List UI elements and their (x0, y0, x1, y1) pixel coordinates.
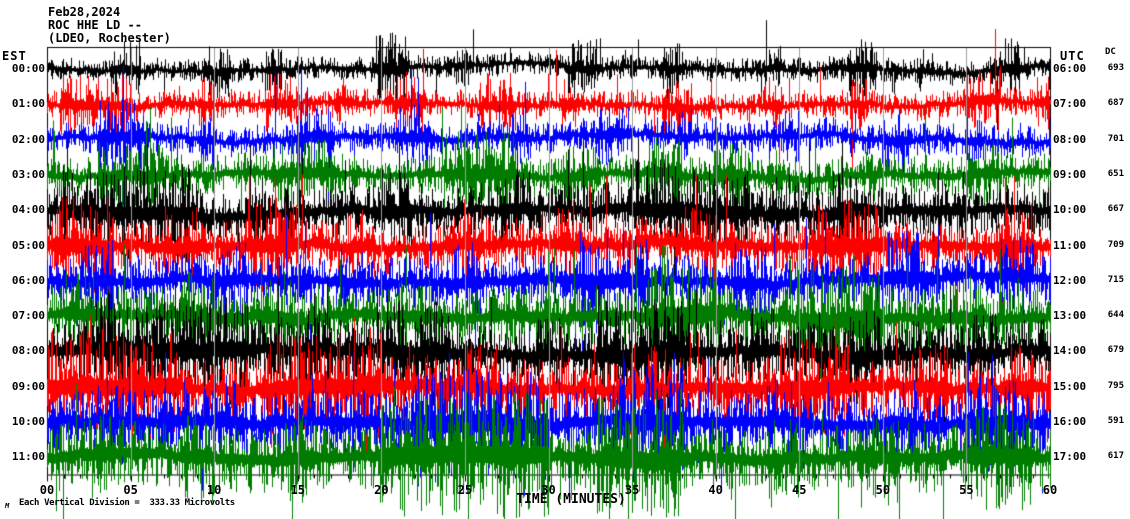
est-label: 00:00 (11, 62, 45, 75)
est-label: 10:00 (11, 415, 45, 428)
dc-value: 795 (1107, 380, 1124, 391)
est-label: 04:00 (11, 203, 45, 217)
x-tick-label: 55 (959, 483, 974, 497)
dc-value: 617 (1107, 451, 1124, 462)
utc-label: 14:00 (1053, 344, 1087, 358)
utc-label: 06:00 (1053, 62, 1087, 75)
header-station: ROC HHE LD -- (48, 18, 142, 32)
est-label: 11:00 (11, 450, 45, 464)
x-tick-label: 50 (875, 483, 891, 497)
est-label: 01:00 (11, 97, 45, 111)
est-label: 08:00 (11, 344, 45, 358)
utc-label: 16:00 (1053, 415, 1087, 428)
x-tick-label: 60 (1042, 483, 1058, 497)
watermark-glyph: M (5, 502, 10, 510)
est-label: 06:00 (11, 273, 45, 287)
dc-value: 644 (1107, 310, 1124, 321)
x-tick-label: 15 (290, 483, 305, 497)
dc-value: 591 (1107, 416, 1124, 426)
header-date: Feb28,2024 (48, 5, 121, 19)
utc-label: 08:00 (1053, 132, 1087, 146)
scale-note: Each Vertical Division = 333.33 Microvol… (19, 498, 235, 508)
utc-label: 07:00 (1053, 97, 1087, 111)
x-tick-label: 20 (374, 483, 389, 497)
utc-label: 13:00 (1053, 309, 1087, 323)
dc-value: 687 (1107, 98, 1124, 109)
x-tick-label: 30 (541, 483, 556, 497)
est-label: 02:00 (11, 132, 45, 146)
dc-value: 715 (1107, 274, 1124, 285)
x-tick-label: 25 (457, 483, 473, 497)
est-label: 05:00 (11, 238, 45, 252)
right-axis-header: UTC (1060, 49, 1085, 63)
utc-label: 09:00 (1053, 167, 1087, 181)
est-label: 09:00 (11, 379, 45, 393)
dc-value: 693 (1107, 63, 1124, 73)
est-label: 03:00 (11, 167, 45, 181)
dc-value: 709 (1107, 239, 1124, 250)
x-axis-title: TIME (MINUTES) (516, 492, 626, 507)
dc-value: 667 (1107, 204, 1124, 215)
x-tick-label: 45 (792, 483, 807, 497)
est-label: 07:00 (11, 309, 45, 323)
dc-value: 701 (1107, 133, 1124, 144)
x-tick-label: 00 (39, 483, 55, 497)
x-tick-label: 10 (206, 483, 222, 497)
utc-label: 15:00 (1053, 379, 1087, 393)
x-tick-label: 35 (624, 483, 640, 497)
utc-label: 11:00 (1053, 238, 1087, 252)
utc-label: 10:00 (1053, 203, 1087, 217)
dc-value: 679 (1107, 345, 1124, 356)
x-tick-label: 40 (708, 483, 723, 497)
header-network: (LDEO, Rochester) (48, 31, 171, 45)
utc-label: 12:00 (1053, 273, 1087, 287)
utc-label: 17:00 (1053, 450, 1087, 464)
left-axis-header: EST (2, 49, 27, 63)
x-tick-label: 05 (123, 483, 138, 497)
dc-value: 651 (1107, 168, 1124, 179)
dc-column-header: DC (1105, 47, 1116, 57)
